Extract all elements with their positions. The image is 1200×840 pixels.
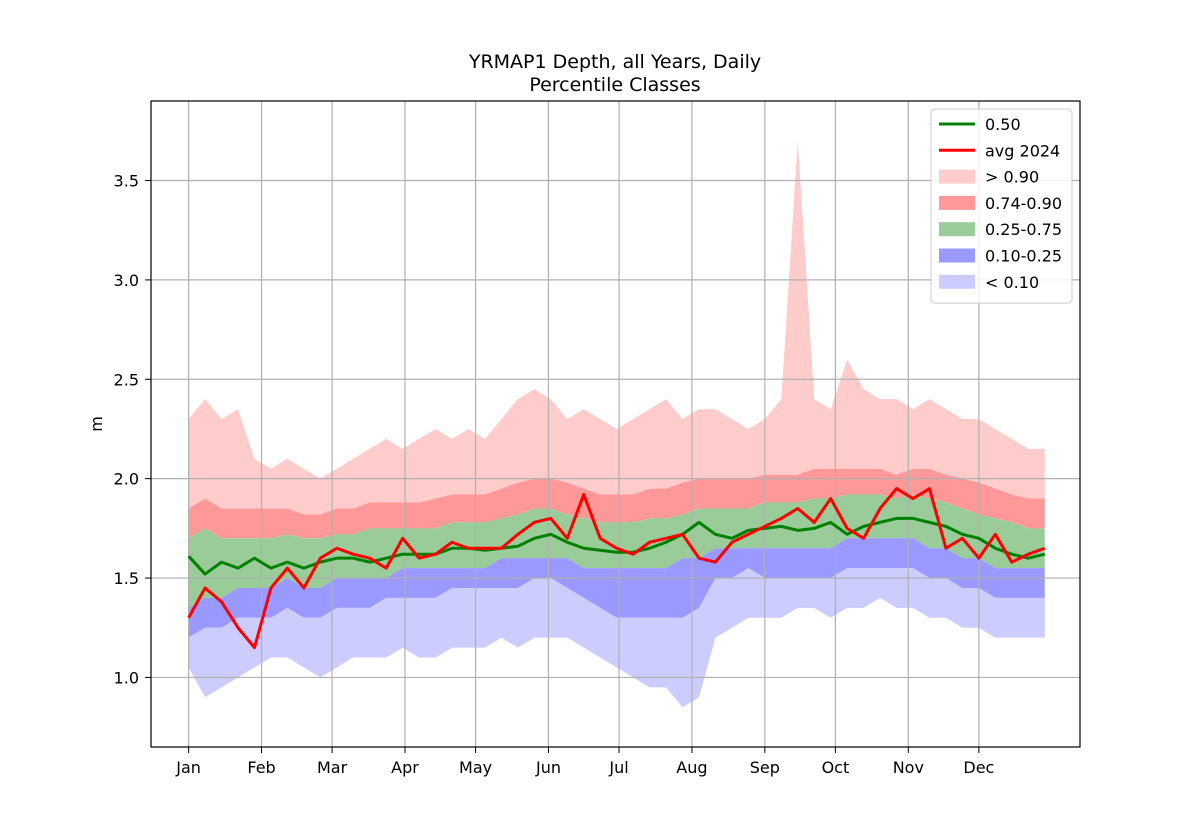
y-tick-label: 3.0	[114, 271, 139, 290]
x-tick-label: Jan	[175, 758, 201, 777]
series-lines	[187, 487, 1046, 650]
x-tick-label: Jun	[535, 758, 561, 777]
x-tick-label: Nov	[893, 758, 924, 777]
x-tick-label: Aug	[676, 758, 707, 777]
legend-label: < 0.10	[985, 273, 1039, 292]
band-gt-0.90	[188, 140, 1045, 515]
legend-swatch	[939, 222, 975, 237]
x-tick-label: Sep	[750, 758, 780, 777]
x-tick-label: Jul	[608, 758, 628, 777]
percentile-bands	[188, 140, 1045, 708]
avg-2024-line	[187, 487, 1046, 650]
band-0.10-0.25	[188, 538, 1045, 638]
legend: 0.50 avg 2024 > 0.90 0.74-0.90 0.25-0.75 0.10…	[930, 108, 1073, 304]
band-0.74-0.90	[188, 468, 1045, 539]
x-tick-label: May	[459, 758, 492, 777]
y-axis-label: m	[87, 416, 106, 432]
chart-subtitle: Percentile Classes	[529, 74, 700, 96]
plot-frame	[150, 100, 1081, 748]
x-tick-label: Dec	[963, 758, 994, 777]
y-tick-label: 1.5	[114, 569, 139, 588]
x-tick-label: Oct	[822, 758, 850, 777]
legend-swatch	[939, 274, 975, 289]
x-tick-label: Mar	[317, 758, 348, 777]
legend-swatch	[939, 248, 975, 263]
legend-label: 0.74-0.90	[985, 194, 1062, 213]
y-tick-label: 2.0	[114, 470, 139, 489]
legend-label: > 0.90	[985, 168, 1039, 187]
x-tick-label: Apr	[391, 758, 419, 777]
y-tick-label: 3.5	[114, 172, 139, 191]
legend-label: 0.10-0.25	[985, 247, 1062, 266]
grid-lines	[151, 101, 1080, 747]
y-tick-label: 2.5	[114, 370, 139, 389]
legend-label: 0.50	[985, 115, 1021, 134]
band-lt-0.10	[188, 568, 1045, 708]
legend-label: 0.25-0.75	[985, 220, 1062, 239]
y-axis-ticks: 1.0 1.5 2.0 2.5 3.0 3.5	[114, 172, 151, 687]
chart-title: YRMAP1 Depth, all Years, Daily	[468, 51, 761, 73]
median-line	[187, 516, 1046, 576]
legend-swatch	[939, 169, 975, 184]
legend-label: avg 2024	[985, 141, 1060, 160]
x-tick-label: Feb	[247, 758, 275, 777]
x-axis-ticks: Jan Feb Mar Apr May Jun Jul Aug Sep Oct Nov Dec	[175, 747, 994, 777]
legend-swatch	[939, 195, 975, 210]
y-tick-label: 1.0	[114, 668, 139, 687]
